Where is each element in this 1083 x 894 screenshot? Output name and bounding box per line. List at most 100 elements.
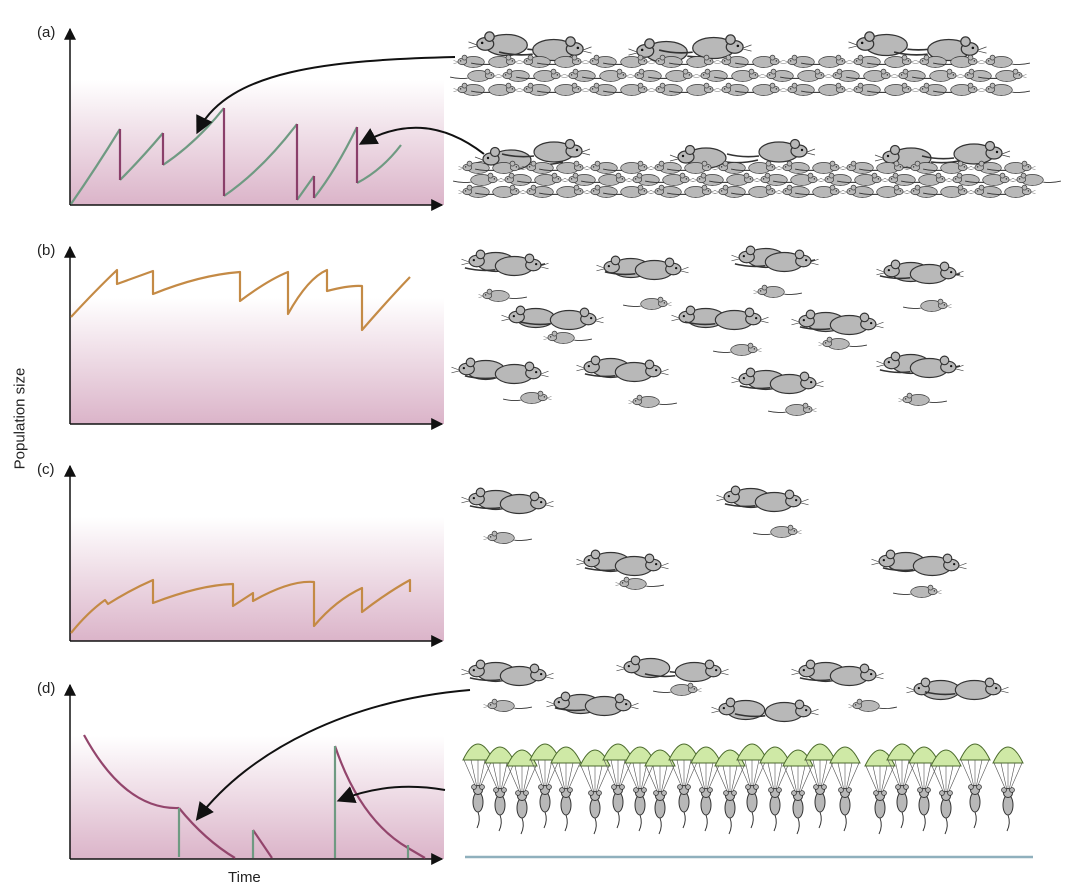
mouse-tail — [516, 180, 535, 184]
mouse-ear — [846, 787, 852, 793]
mouse-ear — [889, 144, 901, 156]
curve-d-decline-3 — [252, 829, 273, 859]
mouse-icon — [895, 784, 909, 829]
mouse-tail — [900, 811, 904, 829]
mouse-icon — [478, 288, 528, 302]
mouse-ear — [890, 259, 901, 270]
mouse-ear — [527, 82, 534, 89]
mouse-ear — [893, 160, 900, 167]
mouse-eye — [805, 708, 808, 712]
mouse-icon — [498, 36, 592, 62]
mouse-ear — [791, 54, 798, 61]
mouse-icon — [483, 530, 533, 544]
mouse-ear — [939, 790, 945, 796]
mouse-whiskers — [660, 368, 669, 376]
mouse-tail — [464, 375, 496, 380]
parachute-canopy — [992, 746, 1024, 764]
mouse-ear — [638, 68, 645, 75]
mouse-ear — [765, 160, 772, 167]
mouse-ear — [743, 172, 750, 179]
mouse-whiskers — [828, 74, 833, 78]
mouse-eye — [870, 672, 873, 676]
mouse-whiskers — [911, 60, 916, 64]
mouse-tail — [773, 814, 777, 832]
mouse-ear — [637, 54, 644, 61]
curve-d-decline-2 — [178, 807, 236, 859]
mouse-eye — [795, 498, 798, 502]
mouse-whiskers — [716, 494, 725, 502]
mouse-ear — [786, 184, 793, 191]
mouse-tail — [602, 62, 621, 66]
mouse-tail — [799, 677, 831, 682]
mouse-tail — [543, 811, 547, 829]
mouse-eye — [634, 178, 637, 180]
mouse-ear — [901, 82, 908, 89]
mouse-whiskers — [650, 190, 655, 194]
mouse-eye — [723, 60, 726, 62]
mouse-eye — [952, 74, 955, 76]
mouse-icon — [739, 371, 824, 395]
mouse-icon — [668, 82, 718, 96]
mouse-ear — [957, 184, 964, 191]
mouse-ear — [946, 68, 953, 75]
mouse-eye — [540, 500, 543, 504]
mouse-ear — [637, 184, 644, 191]
mouse-tail — [922, 814, 926, 832]
mouse-eye — [627, 664, 630, 668]
mouse-whiskers — [791, 668, 800, 676]
mouse-tail — [464, 267, 496, 272]
mouse-icon — [964, 172, 1014, 186]
mouse-icon — [469, 663, 554, 687]
mouse-eye — [933, 590, 936, 592]
mouse-whiskers — [955, 270, 964, 278]
mouse-ear — [487, 172, 494, 179]
mouse-tail — [730, 192, 749, 196]
mouse-eye — [736, 44, 740, 48]
mouse-icon — [981, 82, 1031, 96]
mouse-ear — [895, 784, 901, 790]
mouse-icon — [800, 54, 850, 68]
mouse-ear — [835, 54, 842, 61]
mouse-tail — [892, 592, 911, 596]
plots-group — [64, 27, 444, 865]
mouse-ear — [784, 489, 795, 500]
panel-background — [70, 80, 444, 205]
mouse-ear — [571, 82, 578, 89]
parachute-icon — [930, 749, 962, 835]
mouse-icon — [536, 54, 586, 68]
mouse-tail — [474, 192, 493, 196]
mouse-icon — [501, 138, 591, 163]
mouse-ear — [515, 305, 526, 316]
mouse-eye — [472, 668, 475, 672]
mouse-whiskers — [483, 536, 488, 540]
mouse-tail — [604, 271, 636, 276]
mouse-whiskers — [849, 60, 854, 64]
mouse-icon — [848, 31, 942, 57]
panel-b — [64, 245, 444, 430]
mouse-eye — [793, 530, 796, 532]
mouse-eye — [511, 60, 514, 62]
mouse-icon — [464, 253, 549, 277]
mouse-eye — [1018, 178, 1021, 180]
mouse-whiskers — [775, 190, 780, 194]
mouse-ear — [745, 367, 756, 378]
mouse-eye — [528, 166, 531, 168]
mouse-tail — [1012, 90, 1031, 94]
parachute-canopy — [829, 746, 861, 764]
mouse-icon — [866, 54, 916, 68]
mouse-icon — [874, 144, 964, 169]
mouse-icon — [791, 790, 805, 835]
mouse-ear — [701, 184, 708, 191]
mouse-ear — [925, 787, 931, 793]
mouse-eye — [768, 74, 771, 76]
mouse-whiskers — [669, 154, 679, 162]
mouse-icon — [794, 184, 844, 198]
mouse-ear — [813, 784, 819, 790]
mouse-tail — [704, 814, 708, 832]
mouse-eye — [681, 154, 685, 158]
mouse-icon — [866, 82, 916, 96]
mouse-eye — [1005, 178, 1008, 180]
panel-label-a: (a) — [37, 24, 56, 41]
parachute-icon — [690, 746, 722, 832]
mouse-whiskers — [742, 44, 752, 52]
